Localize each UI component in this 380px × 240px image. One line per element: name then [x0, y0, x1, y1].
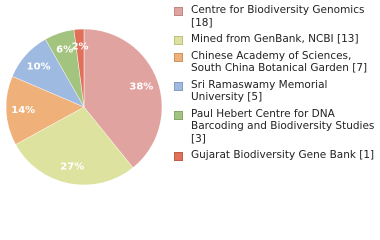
legend-label: Chinese Academy of Sciences, South China… — [191, 49, 368, 75]
legend-label: Sri Ramaswamy Memorial University [5] — [191, 78, 328, 104]
legend-swatch — [174, 152, 183, 161]
slice-label: 2% — [72, 41, 89, 52]
pie-slice — [15, 106, 134, 186]
legend-item: Paul Hebert Centre for DNA Barcoding and… — [172, 108, 377, 146]
pie-slice — [5, 75, 85, 145]
legend-swatch — [174, 36, 183, 45]
slice-label: 14% — [11, 105, 35, 116]
legend: Centre for Biodiversity Genomics [18] Min… — [172, 4, 377, 166]
slice-label: 38% — [129, 82, 153, 93]
legend-swatch — [174, 81, 183, 91]
pie-chart: 38% 27% 14% 10% 6%2% — [5, 28, 163, 186]
legend-label: Centre for Biodiversity Genomics [18] — [191, 4, 365, 29]
slice-label: 10% — [27, 61, 51, 72]
pie-slice — [73, 28, 85, 108]
legend-swatch — [174, 7, 183, 16]
slice-label: 27% — [60, 162, 84, 173]
legend-item: Sri Ramaswamy Memorial University [5] — [172, 79, 377, 104]
legend-swatch — [174, 110, 183, 120]
legend-label: Paul Hebert Centre for DNA Barcoding and… — [191, 107, 375, 145]
legend-item: Gujarat Biodiversity Gene Bank [1] — [172, 149, 377, 162]
slice-label: 6% — [56, 44, 73, 55]
legend-swatch — [174, 52, 183, 62]
legend-label: Gujarat Biodiversity Gene Bank [1] — [191, 149, 375, 161]
pie-slice — [83, 28, 163, 168]
legend-label: Mined from GenBank, NCBI [13] — [191, 33, 359, 45]
legend-item: Chinese Academy of Sciences, South China… — [172, 50, 377, 75]
legend-item: Mined from GenBank, NCBI [13] — [172, 33, 377, 46]
legend-item: Centre for Biodiversity Genomics [18] — [172, 4, 377, 29]
